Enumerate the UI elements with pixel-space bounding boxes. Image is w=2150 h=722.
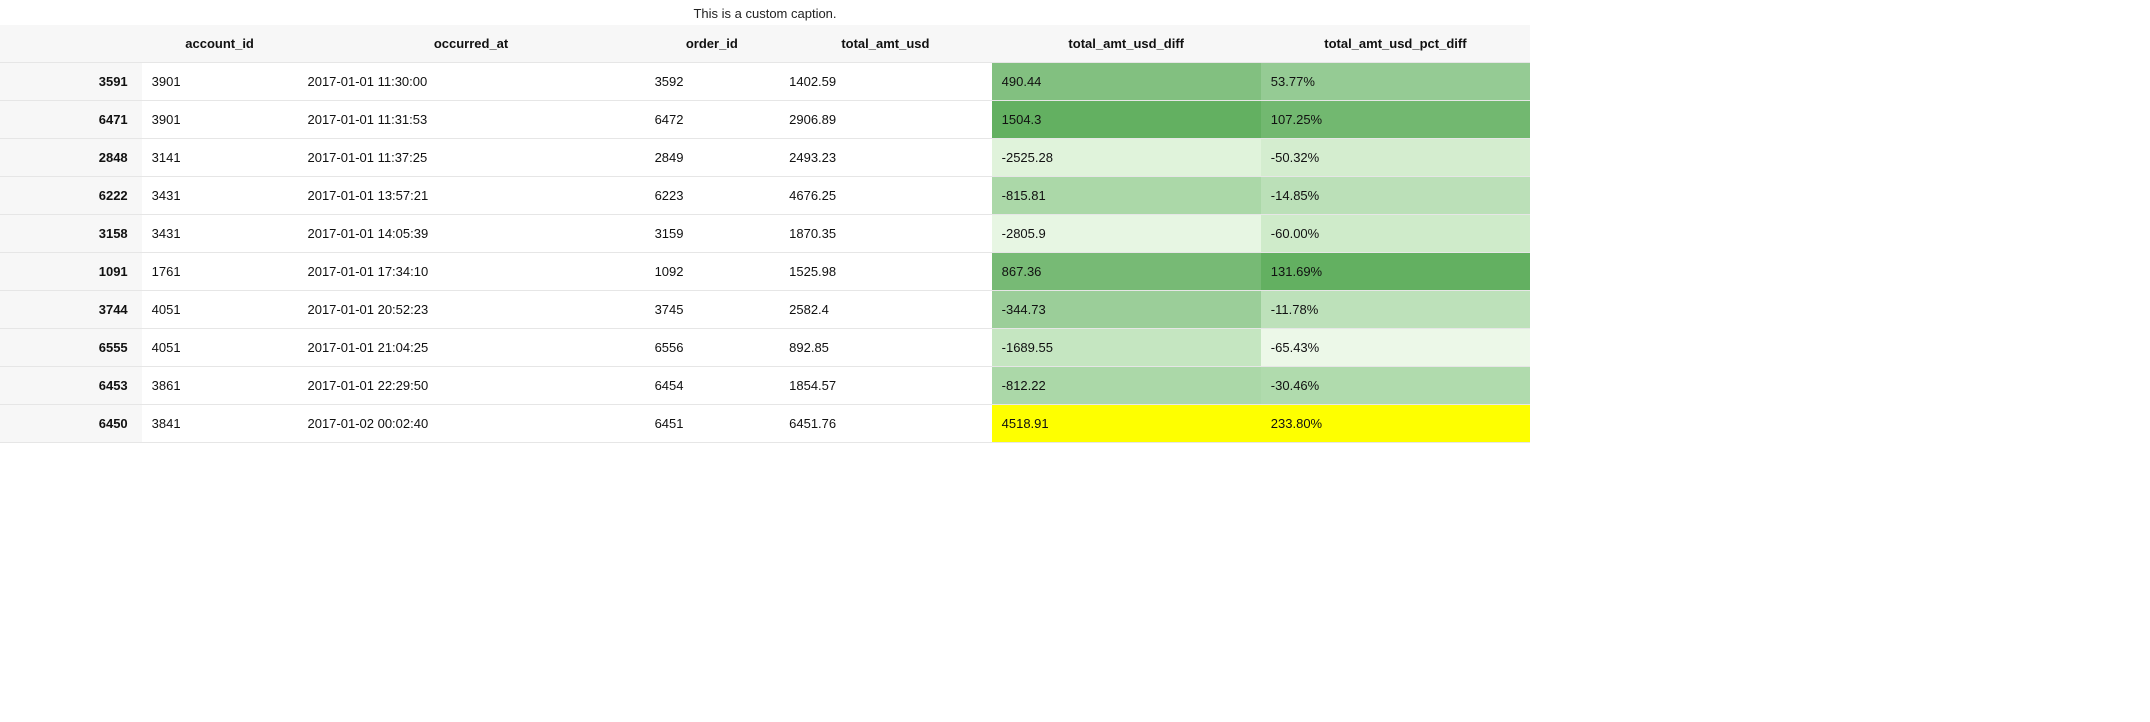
cell-occurred-at: 2017-01-01 11:37:25 <box>297 139 644 177</box>
cell-diff: -344.73 <box>992 291 1261 329</box>
cell-total-amt-usd: 892.85 <box>779 329 992 367</box>
cell-account-id: 3841 <box>142 405 298 443</box>
cell-account-id: 3901 <box>142 63 298 101</box>
table-row: 645338612017-01-01 22:29:5064541854.57-8… <box>0 367 1530 405</box>
cell-occurred-at: 2017-01-01 22:29:50 <box>297 367 644 405</box>
cell-account-id: 4051 <box>142 329 298 367</box>
table-row: 655540512017-01-01 21:04:256556892.85-16… <box>0 329 1530 367</box>
cell-diff: 490.44 <box>992 63 1261 101</box>
cell-order-id: 2849 <box>645 139 780 177</box>
cell-occurred-at: 2017-01-01 11:30:00 <box>297 63 644 101</box>
cell-order-id: 3745 <box>645 291 780 329</box>
col-header-order-id: order_id <box>645 25 780 63</box>
col-header-diff: total_amt_usd_diff <box>992 25 1261 63</box>
row-index: 3744 <box>0 291 142 329</box>
cell-occurred-at: 2017-01-01 20:52:23 <box>297 291 644 329</box>
cell-diff: -1689.55 <box>992 329 1261 367</box>
table-row: 359139012017-01-01 11:30:0035921402.5949… <box>0 63 1530 101</box>
cell-pct-diff: -60.00% <box>1261 215 1530 253</box>
cell-diff: 867.36 <box>992 253 1261 291</box>
cell-order-id: 3592 <box>645 63 780 101</box>
cell-pct-diff: -11.78% <box>1261 291 1530 329</box>
cell-pct-diff: 53.77% <box>1261 63 1530 101</box>
cell-account-id: 3431 <box>142 177 298 215</box>
row-index: 6555 <box>0 329 142 367</box>
table-row: 284831412017-01-01 11:37:2528492493.23-2… <box>0 139 1530 177</box>
cell-total-amt-usd: 1854.57 <box>779 367 992 405</box>
cell-occurred-at: 2017-01-01 17:34:10 <box>297 253 644 291</box>
cell-pct-diff: -50.32% <box>1261 139 1530 177</box>
cell-order-id: 6472 <box>645 101 780 139</box>
table-caption: This is a custom caption. <box>0 0 1530 25</box>
cell-account-id: 3861 <box>142 367 298 405</box>
cell-pct-diff: -30.46% <box>1261 367 1530 405</box>
col-header-occurred-at: occurred_at <box>297 25 644 63</box>
cell-diff: 4518.91 <box>992 405 1261 443</box>
cell-occurred-at: 2017-01-01 11:31:53 <box>297 101 644 139</box>
cell-occurred-at: 2017-01-01 14:05:39 <box>297 215 644 253</box>
cell-total-amt-usd: 4676.25 <box>779 177 992 215</box>
col-header-pct-diff: total_amt_usd_pct_diff <box>1261 25 1530 63</box>
cell-order-id: 3159 <box>645 215 780 253</box>
cell-order-id: 6556 <box>645 329 780 367</box>
cell-order-id: 6454 <box>645 367 780 405</box>
index-header <box>0 25 142 63</box>
cell-occurred-at: 2017-01-02 00:02:40 <box>297 405 644 443</box>
cell-diff: -815.81 <box>992 177 1261 215</box>
table-row: 109117612017-01-01 17:34:1010921525.9886… <box>0 253 1530 291</box>
cell-account-id: 4051 <box>142 291 298 329</box>
cell-order-id: 1092 <box>645 253 780 291</box>
cell-total-amt-usd: 2582.4 <box>779 291 992 329</box>
cell-diff: -2525.28 <box>992 139 1261 177</box>
cell-account-id: 3901 <box>142 101 298 139</box>
cell-account-id: 3431 <box>142 215 298 253</box>
row-index: 3591 <box>0 63 142 101</box>
cell-diff: 1504.3 <box>992 101 1261 139</box>
table-row: 622234312017-01-01 13:57:2162234676.25-8… <box>0 177 1530 215</box>
cell-occurred-at: 2017-01-01 13:57:21 <box>297 177 644 215</box>
table-row: 315834312017-01-01 14:05:3931591870.35-2… <box>0 215 1530 253</box>
table-row: 645038412017-01-02 00:02:4064516451.7645… <box>0 405 1530 443</box>
cell-total-amt-usd: 1402.59 <box>779 63 992 101</box>
cell-total-amt-usd: 6451.76 <box>779 405 992 443</box>
row-index: 6450 <box>0 405 142 443</box>
col-header-total-amt-usd: total_amt_usd <box>779 25 992 63</box>
header-row: account_id occurred_at order_id total_am… <box>0 25 1530 63</box>
row-index: 6222 <box>0 177 142 215</box>
cell-pct-diff: 107.25% <box>1261 101 1530 139</box>
cell-total-amt-usd: 1870.35 <box>779 215 992 253</box>
cell-account-id: 3141 <box>142 139 298 177</box>
cell-total-amt-usd: 2906.89 <box>779 101 992 139</box>
col-header-account-id: account_id <box>142 25 298 63</box>
cell-total-amt-usd: 2493.23 <box>779 139 992 177</box>
cell-account-id: 1761 <box>142 253 298 291</box>
data-table: account_id occurred_at order_id total_am… <box>0 25 1530 443</box>
row-index: 6453 <box>0 367 142 405</box>
row-index: 1091 <box>0 253 142 291</box>
cell-pct-diff: 131.69% <box>1261 253 1530 291</box>
cell-diff: -2805.9 <box>992 215 1261 253</box>
cell-diff: -812.22 <box>992 367 1261 405</box>
cell-order-id: 6223 <box>645 177 780 215</box>
row-index: 6471 <box>0 101 142 139</box>
table-row: 374440512017-01-01 20:52:2337452582.4-34… <box>0 291 1530 329</box>
row-index: 2848 <box>0 139 142 177</box>
cell-pct-diff: -14.85% <box>1261 177 1530 215</box>
cell-pct-diff: 233.80% <box>1261 405 1530 443</box>
cell-pct-diff: -65.43% <box>1261 329 1530 367</box>
cell-occurred-at: 2017-01-01 21:04:25 <box>297 329 644 367</box>
cell-order-id: 6451 <box>645 405 780 443</box>
row-index: 3158 <box>0 215 142 253</box>
cell-total-amt-usd: 1525.98 <box>779 253 992 291</box>
table-row: 647139012017-01-01 11:31:5364722906.8915… <box>0 101 1530 139</box>
